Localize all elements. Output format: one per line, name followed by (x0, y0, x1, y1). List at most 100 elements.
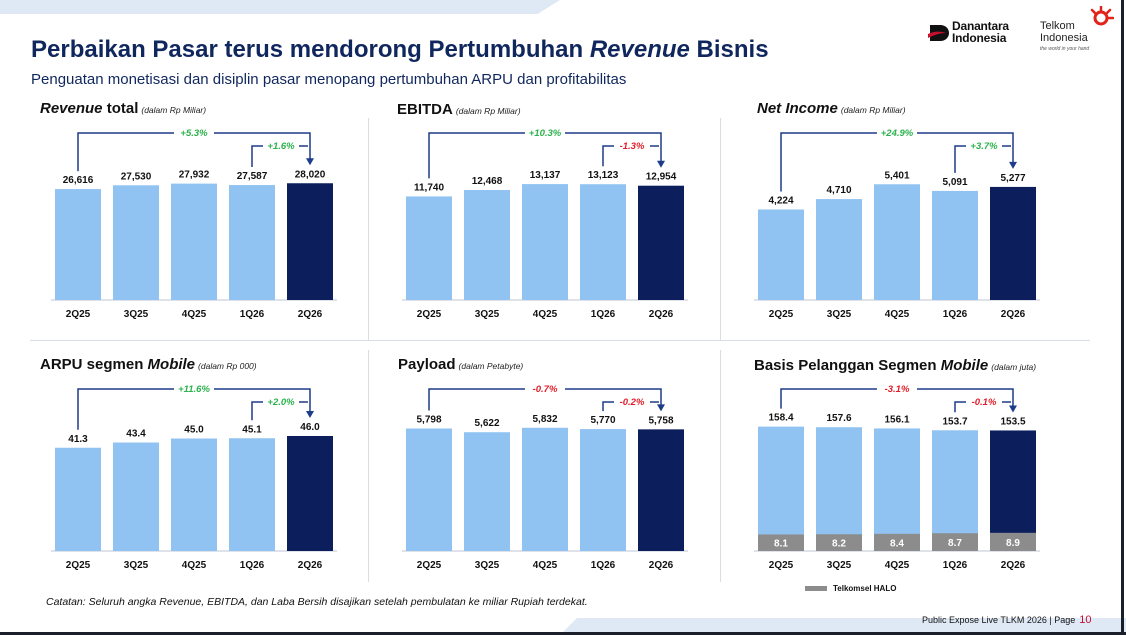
bar-3Q25 (816, 199, 862, 300)
value-label: 46.0 (300, 422, 320, 433)
bar-2Q25 (758, 209, 804, 300)
value-label: 153.7 (942, 416, 967, 427)
page-title: Perbaikan Pasar terus mendorong Pertumbu… (31, 36, 769, 63)
telkom-logo: Telkom Indonesia the world in your hand (1040, 6, 1115, 54)
halo-value-label: 8.4 (890, 538, 904, 549)
bar-3Q25 (113, 442, 159, 551)
bar-1Q26 (229, 438, 275, 551)
category-label: 1Q26 (240, 560, 265, 571)
bar-3Q25 (464, 432, 510, 551)
category-label: 2Q25 (769, 309, 794, 320)
halo-value-label: 8.7 (948, 538, 962, 549)
bar-1Q26 (580, 429, 626, 551)
category-label: 2Q26 (298, 309, 323, 320)
halo-value-label: 8.9 (1006, 538, 1020, 549)
growth-label-long: +10.3% (529, 128, 562, 139)
category-label: 1Q26 (943, 309, 968, 320)
category-label: 2Q26 (649, 309, 674, 320)
growth-label-short: +2.0% (267, 397, 295, 408)
bar-2Q26 (990, 186, 1036, 300)
category-label: 2Q25 (769, 560, 794, 571)
divider (368, 350, 369, 582)
growth-label-short: +3.7% (970, 141, 998, 152)
bar-2Q25 (758, 426, 804, 551)
bar-4Q25 (874, 184, 920, 300)
arrow-head-icon (1009, 161, 1017, 169)
category-label: 2Q26 (298, 560, 323, 571)
bar-4Q25 (171, 183, 217, 300)
value-label: 45.0 (184, 425, 204, 436)
page-subtitle: Penguatan monetisasi dan disiplin pasar … (31, 71, 627, 88)
halo-value-label: 8.1 (774, 539, 788, 550)
panel-title-revenue: Revenue total (dalam Rp Miliar) (40, 100, 207, 117)
bar-1Q26 (932, 190, 978, 300)
value-label: 5,832 (532, 414, 557, 425)
right-frame (1121, 0, 1124, 635)
value-label: 45.1 (242, 424, 262, 435)
bar-4Q25 (874, 428, 920, 551)
category-label: 3Q25 (827, 309, 852, 320)
category-label: 4Q25 (533, 309, 558, 320)
value-label: 5,758 (648, 415, 673, 426)
footnote: Catatan: Seluruh angka Revenue, EBITDA, … (46, 596, 588, 608)
value-label: 156.1 (884, 414, 909, 425)
value-label: 27,932 (179, 170, 210, 181)
value-label: 158.4 (768, 413, 793, 424)
growth-label-backdrop (525, 382, 565, 394)
category-label: 4Q25 (885, 560, 910, 571)
value-label: 41.3 (68, 434, 88, 445)
growth-label-backdrop (174, 382, 214, 394)
arrow-head-icon (1009, 405, 1017, 413)
category-label: 1Q26 (591, 309, 616, 320)
value-label: 11,740 (414, 182, 444, 193)
category-label: 4Q25 (182, 560, 207, 571)
category-label: 2Q25 (417, 309, 442, 320)
category-label: 4Q25 (182, 309, 207, 320)
panel-title-payload: Payload (dalam Petabyte) (398, 356, 524, 373)
growth-label-short: -0.1% (972, 397, 997, 408)
category-label: 4Q25 (533, 560, 558, 571)
category-label: 2Q26 (1001, 560, 1026, 571)
bar-2Q25 (406, 428, 452, 551)
value-label: 27,530 (121, 171, 152, 182)
category-label: 2Q26 (649, 560, 674, 571)
bar-4Q25 (171, 438, 217, 551)
category-label: 1Q26 (943, 560, 968, 571)
category-label: 3Q25 (475, 560, 500, 571)
danantara-logo-icon (928, 25, 949, 41)
bar-2Q26 (638, 185, 684, 300)
panel-title-subscriber-base: Basis Pelanggan Segmen Mobile (dalam juta… (754, 357, 1037, 374)
bar-2Q26 (287, 436, 333, 551)
category-label: 1Q26 (240, 309, 265, 320)
category-label: 2Q25 (66, 309, 91, 320)
value-label: 27,587 (237, 171, 268, 182)
value-label: 5,091 (942, 177, 967, 188)
value-label: 13,137 (530, 170, 561, 181)
growth-label-long: +5.3% (180, 128, 208, 139)
growth-label-backdrop (263, 395, 299, 407)
danantara-logo: Danantara Indonesia (928, 20, 1028, 50)
bar-3Q25 (816, 427, 862, 551)
growth-label-long: +24.9% (881, 128, 914, 139)
category-label: 2Q25 (66, 560, 91, 571)
divider (368, 118, 369, 340)
growth-label-backdrop (614, 395, 650, 407)
growth-label-short: +1.6% (267, 141, 295, 152)
bar-2Q25 (406, 196, 452, 300)
arrow-head-icon (306, 411, 314, 418)
category-label: 3Q25 (827, 560, 852, 571)
value-label: 13,123 (588, 170, 619, 181)
bar-4Q25 (522, 184, 568, 300)
halo-bar-1Q26 (932, 533, 978, 551)
value-label: 5,798 (416, 415, 441, 426)
top-decoration (0, 0, 560, 14)
value-label: 5,277 (1000, 173, 1025, 184)
arrow-head-icon (657, 404, 665, 412)
panel-title-ebitda: EBITDA (dalam Rp Miliar) (397, 101, 521, 118)
growth-label-backdrop (877, 126, 917, 138)
value-label: 12,954 (646, 172, 677, 183)
growth-label-backdrop (614, 139, 650, 151)
page-footer: Public Expose Live TLKM 2026 | Page 10 (922, 614, 1092, 626)
legend-telkomsel-halo: Telkomsel HALO (805, 584, 896, 593)
halo-bar-2Q25 (758, 534, 804, 551)
